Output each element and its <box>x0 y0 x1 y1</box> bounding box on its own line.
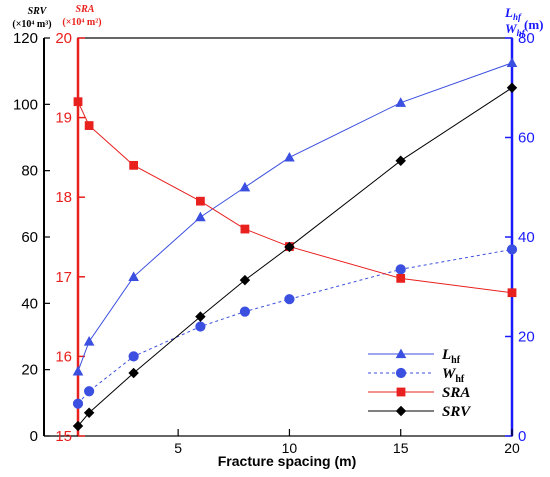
point-whf <box>128 351 139 362</box>
x-axis-label: Fracture spacing (m) <box>218 453 356 469</box>
sra-axis-unit: (×10⁴ m²) <box>62 17 101 28</box>
point-sra <box>196 196 205 206</box>
lw-axis-unit: (m) <box>524 17 544 32</box>
legend-marker <box>396 387 406 397</box>
legend-item-whf: Whf <box>368 366 465 385</box>
series-line-whf <box>77 248 513 404</box>
x-tick-label: 5 <box>174 440 182 456</box>
whf-axis-label: Whf <box>505 21 526 38</box>
x-tick-label: 20 <box>504 440 520 456</box>
lw-axis-title: Lhf Whf (m) <box>504 5 544 38</box>
point-lhf <box>195 211 206 222</box>
point-whf <box>195 321 206 332</box>
sra-axis-label: SRA <box>76 4 95 15</box>
series-layer <box>72 57 518 432</box>
point-srv <box>239 274 251 286</box>
point-whf <box>72 398 84 409</box>
legend-label: SRA <box>442 385 470 401</box>
srv-axis-title: SRV (×10⁴ m³) <box>12 6 51 30</box>
point-sra <box>240 224 250 234</box>
series-lhf <box>72 57 518 376</box>
point-lhf <box>72 365 84 376</box>
point-sra <box>507 288 517 298</box>
srv-tick-label: 120 <box>13 30 38 47</box>
x-tick-label: 10 <box>282 440 298 456</box>
point-lhf <box>83 336 95 346</box>
point-srv <box>506 82 518 93</box>
point-sra <box>73 97 83 107</box>
lw-tick-label: 80 <box>518 30 535 47</box>
lhf-axis-label: Lhf <box>504 5 522 22</box>
point-lhf <box>506 57 518 68</box>
point-srv <box>284 241 295 253</box>
x-tick-label: 15 <box>393 440 409 456</box>
point-lhf <box>284 151 295 162</box>
sra-tick-label: 18 <box>55 189 72 206</box>
legend-marker <box>395 405 407 417</box>
legend-item-lhf: Lhf <box>368 347 461 366</box>
point-whf <box>239 306 251 317</box>
point-sra <box>84 121 94 130</box>
point-srv <box>195 311 206 322</box>
series-sra <box>73 97 517 298</box>
point-whf <box>284 294 295 305</box>
point-whf <box>84 386 95 397</box>
srv-tick-label: 100 <box>13 96 38 113</box>
srv-tick-label: 0 <box>30 428 38 445</box>
legend-marker <box>395 367 407 379</box>
sra-tick-label: 17 <box>55 269 72 286</box>
point-srv <box>128 367 139 379</box>
series-line-sra <box>77 101 513 294</box>
sra-tick-label: 20 <box>55 30 72 47</box>
sra-axis-title: SRA (×10⁴ m²) <box>62 4 101 28</box>
lw-tick-label: 40 <box>518 229 535 246</box>
point-lhf <box>395 97 407 107</box>
srv-axis-unit: (×10⁴ m³) <box>12 19 51 30</box>
point-lhf <box>128 271 139 281</box>
sra-tick-label: 15 <box>55 428 72 445</box>
legend-item-sra: SRA <box>368 385 470 401</box>
point-whf <box>395 264 406 275</box>
point-srv <box>83 407 95 419</box>
series-line-srv <box>77 87 513 427</box>
srv-tick-label: 40 <box>21 295 38 312</box>
lw-tick-label: 20 <box>518 329 535 346</box>
srv-tick-label: 60 <box>21 229 38 246</box>
point-sra <box>129 160 139 170</box>
srv-tick-label: 20 <box>21 362 38 379</box>
point-srv <box>72 420 84 432</box>
legend-item-srv: SRV <box>368 404 472 420</box>
legend-label: SRV <box>442 404 472 420</box>
srv-tick-label: 80 <box>21 163 38 180</box>
series-whf <box>72 244 518 409</box>
series-srv <box>72 82 518 432</box>
point-sra <box>396 274 406 283</box>
lw-tick-label: 0 <box>518 428 526 445</box>
sra-tick-label: 16 <box>55 348 72 365</box>
point-srv <box>395 155 406 166</box>
legend-label: Lhf <box>441 347 461 366</box>
series-line-lhf <box>77 62 513 372</box>
lw-tick-label: 60 <box>518 130 535 147</box>
sra-tick-label: 19 <box>55 110 72 127</box>
point-whf <box>506 244 518 255</box>
srv-axis-label: SRV <box>28 6 48 17</box>
legend-marker <box>395 348 407 359</box>
legend-label: Whf <box>442 366 465 385</box>
point-lhf <box>239 181 251 192</box>
